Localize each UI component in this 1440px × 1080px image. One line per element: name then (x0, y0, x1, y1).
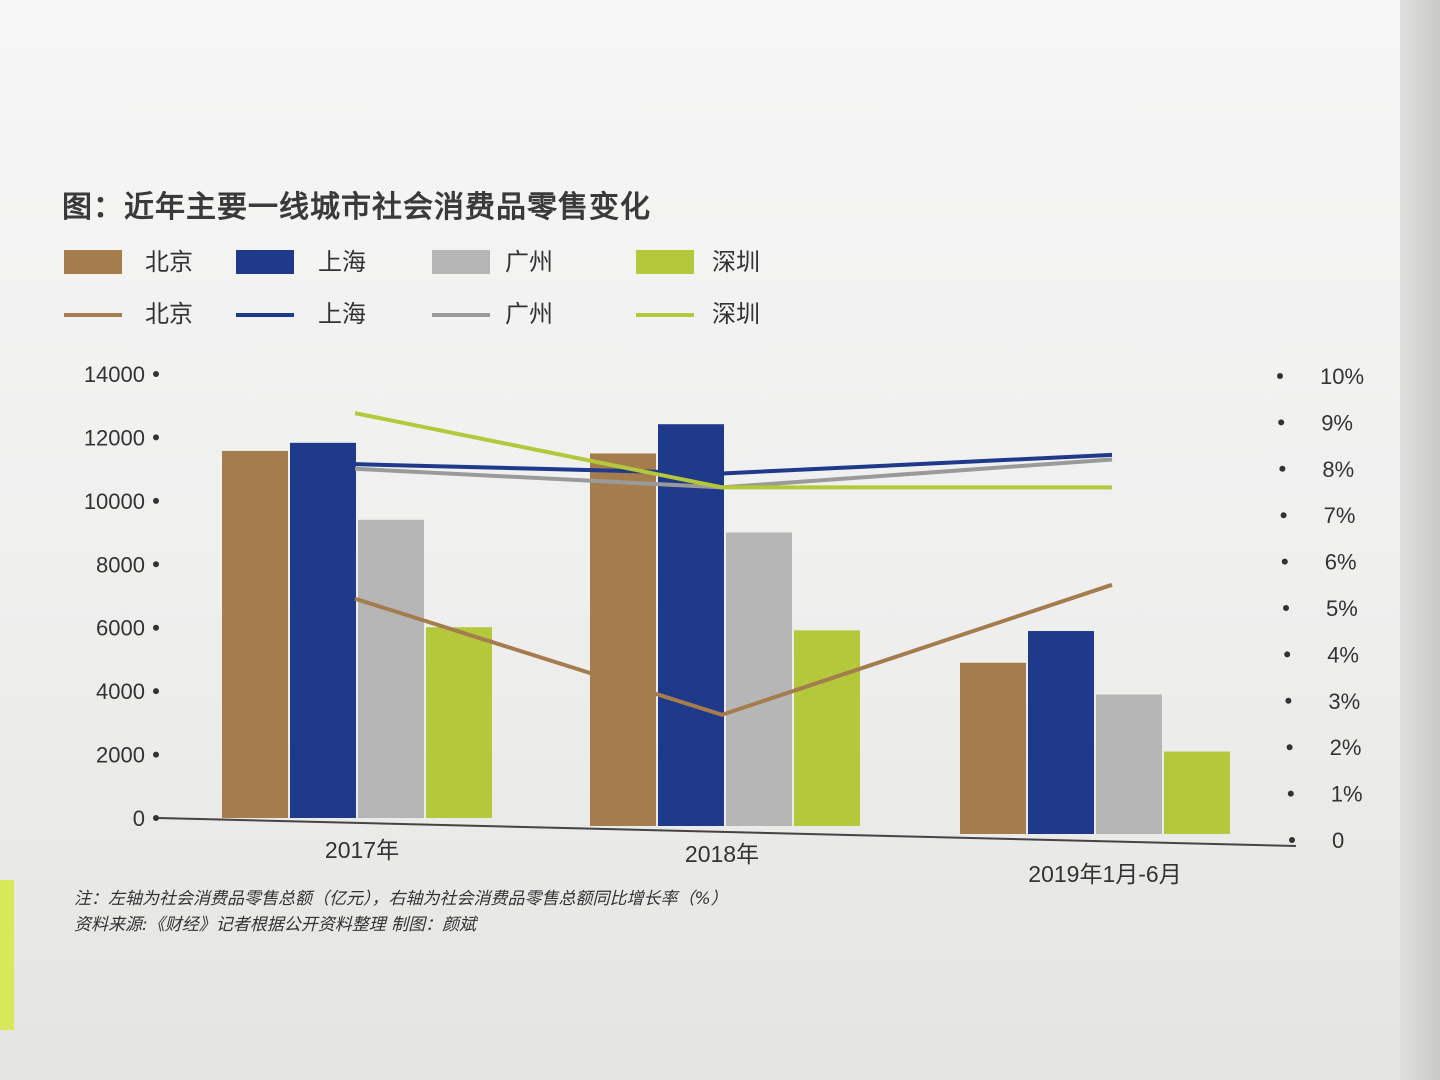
right-axis-tick-label: 3% (1328, 689, 1360, 714)
left-axis-tick-label: 10000 (84, 489, 145, 514)
legend-swatch-bar-北京 (64, 250, 122, 274)
chart-source: 资料来源:《财经》记者根据公开资料整理 制图：颜斌 (74, 915, 477, 935)
right-axis-tick-label: 1% (1331, 782, 1363, 807)
left-axis-tick-label: 12000 (84, 425, 145, 450)
legend-swatch-bar-上海 (236, 250, 294, 274)
right-axis-tick-label: 9% (1321, 410, 1353, 435)
x-axis-category-label: 2017年 (325, 837, 399, 863)
right-axis-tick-label: 0 (1332, 828, 1344, 853)
left-axis-tick-dot (153, 561, 159, 568)
right-axis-tick-dot (1283, 605, 1289, 611)
legend-label-line: 深圳 (712, 301, 760, 328)
legend-label-line: 广州 (505, 301, 553, 328)
bar-上海-2019年1月-6月 (1028, 631, 1094, 834)
right-axis-tick-dot (1279, 465, 1286, 472)
bar-上海-2017年 (290, 442, 356, 818)
right-axis-tick-dot (1287, 790, 1294, 797)
legend-label-bar: 广州 (505, 249, 553, 276)
right-axis-tick-label: 2% (1330, 735, 1362, 760)
legend-label-line: 北京 (145, 301, 193, 328)
line-深圳 (354, 411, 1112, 490)
left-axis-tick-dot (153, 815, 159, 821)
line-北京 (354, 582, 1113, 717)
right-axis-tick-dot (1281, 558, 1288, 565)
page-edge (1400, 0, 1440, 1080)
bar-广州-2018年 (726, 532, 792, 826)
bar-上海-2018年 (658, 424, 724, 826)
right-axis-tick-label: 10% (1320, 364, 1364, 389)
legend-label-line: 上海 (318, 301, 366, 328)
x-axis-category-label: 2019年1月-6月 (1028, 861, 1181, 887)
legend-label-bar: 上海 (318, 249, 366, 276)
right-axis-tick-dot (1286, 744, 1293, 751)
bar-深圳-2017年 (426, 627, 492, 818)
right-axis-tick-label: 7% (1324, 503, 1356, 528)
x-axis-line (157, 817, 1297, 847)
bar-北京-2018年 (590, 453, 656, 826)
legend-label-bar: 北京 (145, 249, 193, 276)
left-axis-tick-label: 0 (133, 806, 145, 831)
left-axis-tick-dot (153, 688, 159, 695)
left-axis-tick-dot (153, 624, 159, 631)
bar-深圳-2018年 (794, 630, 860, 826)
bar-北京-2017年 (222, 450, 288, 818)
x-axis-category-label: 2018年 (685, 841, 759, 867)
right-axis-tick-label: 6% (1325, 550, 1357, 575)
left-axis-tick-label: 4000 (96, 679, 145, 704)
line-上海 (354, 452, 1113, 476)
right-axis-tick-label: 5% (1326, 596, 1358, 621)
left-axis-tick-dot (153, 751, 159, 758)
left-axis-tick-label: 2000 (96, 743, 145, 768)
bar-广州-2017年 (358, 519, 424, 818)
left-axis-tick-dot (153, 497, 159, 504)
chart-note: 注：左轴为社会消费品零售总额（亿元），右轴为社会消费品零售总额同比增长率（%） (74, 889, 728, 909)
chart-title: 图：近年主要一线城市社会消费品零售变化 (62, 190, 651, 225)
bar-广州-2019年1月-6月 (1096, 694, 1162, 834)
right-axis-tick-dot (1277, 373, 1283, 379)
left-axis-tick-dot (153, 434, 159, 441)
left-axis-tick-dot (153, 371, 159, 377)
page-tab-marker (0, 880, 14, 1030)
right-axis-tick-dot (1285, 697, 1292, 704)
right-axis-tick-dot (1284, 651, 1291, 658)
right-axis-tick-label: 4% (1327, 642, 1359, 667)
right-axis-tick-dot (1289, 837, 1295, 843)
left-axis-tick-label: 6000 (96, 616, 145, 641)
legend-label-bar: 深圳 (712, 249, 760, 276)
right-axis-tick-dot (1278, 419, 1285, 426)
left-axis-tick-label: 8000 (96, 552, 145, 577)
right-axis-tick-dot (1280, 512, 1287, 519)
left-axis-tick-label: 14000 (84, 362, 145, 387)
legend-swatch-bar-广州 (432, 250, 490, 274)
right-axis-tick-label: 8% (1322, 457, 1354, 482)
legend-swatch-bar-深圳 (636, 250, 694, 274)
bar-北京-2019年1月-6月 (960, 662, 1026, 834)
bar-深圳-2019年1月-6月 (1164, 751, 1230, 834)
